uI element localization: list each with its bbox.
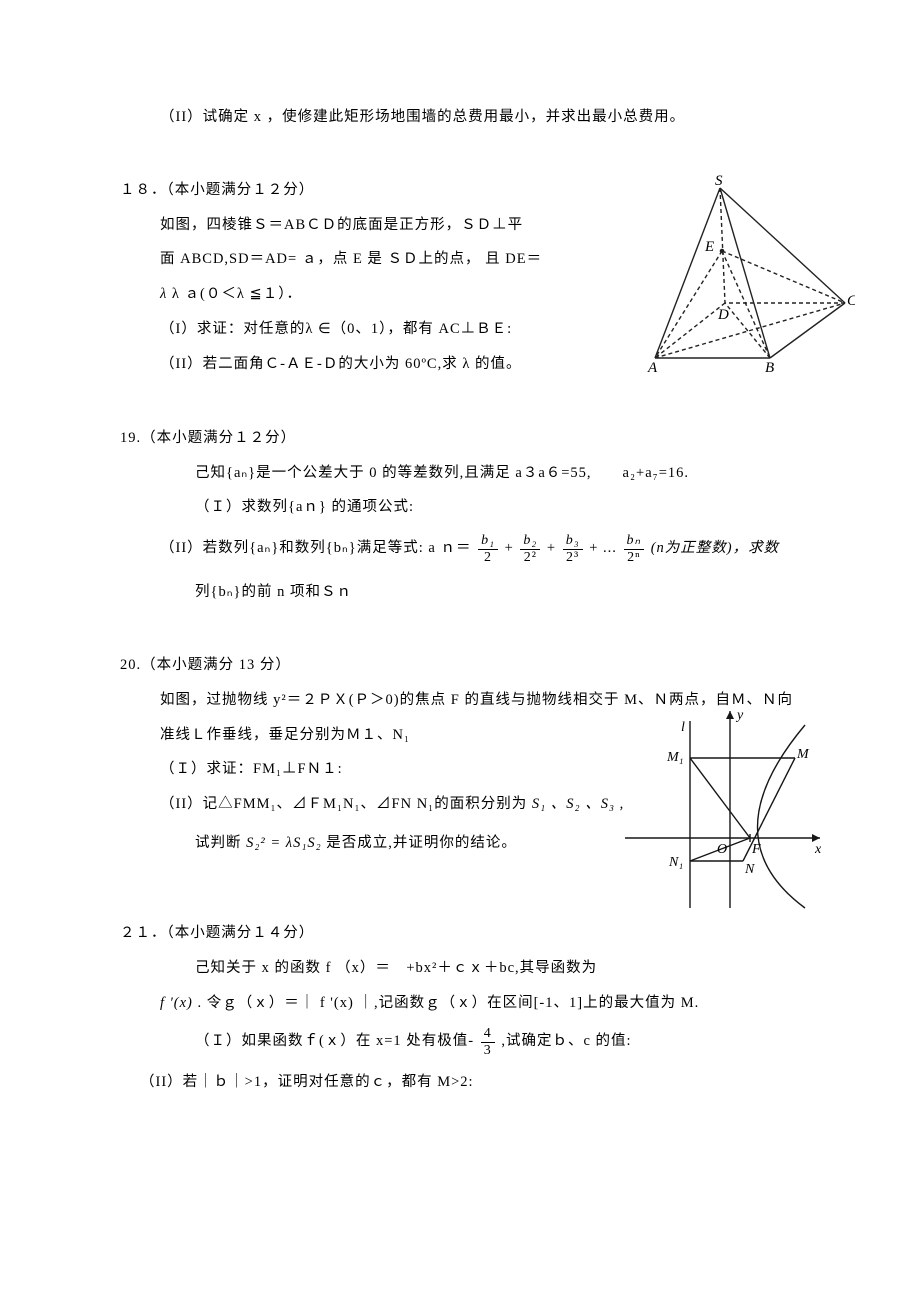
problem-18: １８．（本小题满分１２分） 如图，四棱锥Ｓ＝ABＣＤ的底面是正方形，ＳＤ⊥平 面… [120,173,800,383]
frac-b1: b₁ 2 [478,533,498,565]
p21-l2-pre: f '(x) [160,995,193,1011]
problem-17-part2: （II）试确定 x ，使修建此矩形场地围墙的总费用最小，并求出最小总费用。 [120,100,800,135]
frac3-den: 2³ [563,550,583,565]
label-l: l [681,720,685,735]
label-x: x [814,842,822,857]
p19-part2-pre: （II）若数列{aₙ}和数列{bₙ}满足等式: a ｎ＝ [160,540,471,556]
label-f: F [751,842,761,857]
p21-line1: 己知关于 x 的函数 f （x）＝ +bx²＋ｃｘ＋bc,其导函数为 [120,951,800,986]
p17-part2: （II）试确定 x ，使修建此矩形场地围墙的总费用最小，并求出最小总费用。 [120,100,800,135]
parabola-diagram: y x l M₁ M N₁ N O F [625,703,825,913]
frac43-den: 3 [481,1043,495,1058]
label-n1: N₁ [668,855,683,870]
p19-part1: （Ｉ）求数列{aｎ} 的通项公式: [120,490,800,525]
frac3-num: b₃ [563,533,583,549]
label-o: O [717,842,727,857]
label-s: S [715,173,723,189]
p18-line3-text: λ ａ(０＜λ ≦１）． [172,286,302,302]
p19-heading: 19.（本小题满分１２分） [120,421,800,456]
p19-part2-post: (n为正整数)，求数 [651,540,779,556]
p19-part2-line2: 列{bₙ}的前 n 项和Ｓｎ [120,575,800,610]
frac-bn: bₙ 2ⁿ [624,533,645,565]
p20-part2-post: S₁ 、S₂ 、S₃ , [532,796,624,812]
label-e: E [704,239,714,255]
p21-p1-pre: （Ｉ）如果函数ｆ(ｘ）在 x=1 处有极值- [195,1034,474,1050]
p19-part2: （II）若数列{aₙ}和数列{bₙ}满足等式: a ｎ＝ b₁ 2 + b₂ 2… [120,533,800,565]
frac4-num: bₙ [624,533,645,549]
frac-b3: b₃ 2³ [563,533,583,565]
problem-21: ２１．（本小题满分１４分） 己知关于 x 的函数 f （x）＝ +bx²＋ｃｘ＋… [120,916,800,1099]
frac1-num: b₁ [478,533,498,549]
p21-heading: ２１．（本小题满分１４分） [120,916,800,951]
p21-part1: （Ｉ）如果函数ｆ(ｘ）在 x=1 处有极值- 4 3 ,试确定ｂ、c 的值: [120,1026,800,1058]
frac4-den: 2ⁿ [624,550,645,565]
frac-43: 4 3 [481,1026,495,1058]
frac2-num: b₂ [520,533,540,549]
p20-p2l2-post: 是否成立,并证明你的结论。 [326,835,517,851]
p20-p2l2-pre: 试判断 [195,835,242,851]
label-a: A [647,360,658,373]
p21-line2: f '(x) . 令ｇ（ｘ）＝｜ f '(x) ｜,记函数ｇ（ｘ）在区间[-1、… [120,986,800,1021]
label-b: B [765,360,774,373]
frac-b2: b₂ 2² [520,533,540,565]
label-m1: M₁ [666,750,684,765]
p21-p1-post: ,试确定ｂ、c 的值: [501,1034,631,1050]
frac2-den: 2² [520,550,540,565]
frac43-num: 4 [481,1026,495,1042]
label-m: M [796,747,810,762]
label-d: D [717,307,729,323]
p20-p2l2-mid: S₂² = λS₁S₂ [246,835,322,851]
label-c: C [847,293,855,309]
pyramid-diagram: S E D A B C [615,173,855,373]
p20-heading: 20.（本小题满分 13 分） [120,648,800,683]
frac1-den: 2 [478,550,498,565]
p21-l2-post: . 令ｇ（ｘ）＝｜ f '(x) ｜,记函数ｇ（ｘ）在区间[-1、1]上的最大值… [197,995,699,1011]
p19-line1: 己知{aₙ}是一个公差大于 0 的等差数列,且满足 a３a６=55, a₂+a₇… [120,456,800,491]
label-y: y [735,708,744,723]
p20-part2-pre: （II）记△FMM₁、⊿ＦM₁N₁、⊿FN N₁的面积分别为 [160,796,527,812]
problem-20: 20.（本小题满分 13 分） 如图，过抛物线 y²＝２ＰＸ(Ｐ＞0)的焦点 F… [120,648,800,878]
problem-19: 19.（本小题满分１２分） 己知{aₙ}是一个公差大于 0 的等差数列,且满足 … [120,421,800,610]
p21-part2: （II）若｜ｂ｜>1，证明对任意的ｃ，都有 M>2: [120,1065,800,1100]
label-n: N [744,862,755,877]
